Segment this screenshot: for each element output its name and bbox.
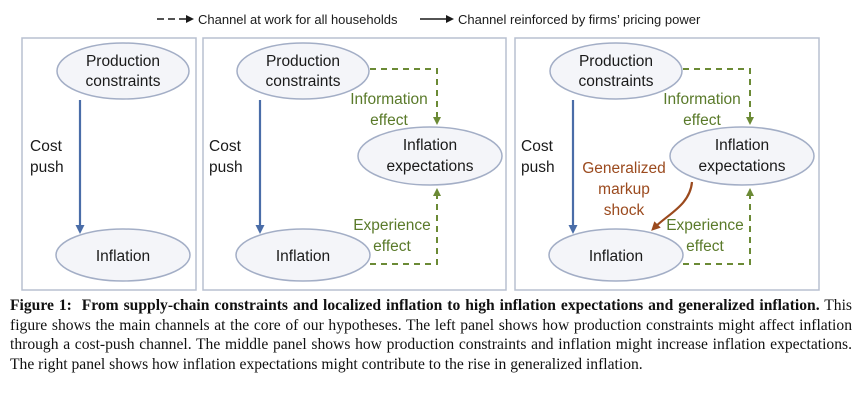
experience-effect-line1: Experience xyxy=(666,217,744,234)
expectations-label-line1: Inflation xyxy=(715,137,769,154)
expectations-label-line2: expectations xyxy=(386,158,473,175)
experience-effect-line1: Experience xyxy=(353,217,431,234)
cost-push-label-line2: push xyxy=(521,159,555,176)
legend-solid-label: Channel reinforced by firms’ pricing pow… xyxy=(458,12,701,27)
production-label-line2: constraints xyxy=(86,73,161,90)
production-label-line1: Production xyxy=(86,53,160,70)
experience-effect-arrow xyxy=(370,188,441,265)
markup-shock-arrow xyxy=(651,181,694,231)
legend: Channel at work for all households Chann… xyxy=(157,12,701,27)
information-effect-line1: Information xyxy=(350,91,428,108)
cost-push-label-line2: push xyxy=(30,159,64,176)
expectations-label-line2: expectations xyxy=(698,158,785,175)
expectations-label-line1: Inflation xyxy=(403,137,457,154)
production-label-line2: constraints xyxy=(579,73,654,90)
caption-title: From supply-chain constraints and locali… xyxy=(81,297,820,314)
information-effect-arrow xyxy=(370,68,441,125)
information-effect-line1: Information xyxy=(663,91,741,108)
cost-push-label-line1: Cost xyxy=(30,138,63,155)
markup-shock-line1: Generalized xyxy=(582,160,666,177)
experience-effect-arrow xyxy=(683,188,754,265)
production-label-line1: Production xyxy=(579,53,653,70)
experience-effect-line2: effect xyxy=(373,238,411,255)
panel-right: Production constraints Cost push Inflati… xyxy=(514,37,820,291)
inflation-node xyxy=(235,228,371,282)
information-effect-line2: effect xyxy=(683,112,721,129)
inflation-node xyxy=(548,228,684,282)
cost-push-label-line2: push xyxy=(209,159,243,176)
information-effect-line2: effect xyxy=(370,112,408,129)
inflation-expectations-node xyxy=(669,126,815,186)
inflation-expectations-node xyxy=(357,126,503,186)
cost-push-label-line1: Cost xyxy=(209,138,242,155)
legend-dashed-label: Channel at work for all households xyxy=(198,12,398,27)
figure-diagram: Channel at work for all households Chann… xyxy=(21,12,820,291)
inflation-label: Inflation xyxy=(96,248,150,265)
cost-push-label-line1: Cost xyxy=(521,138,554,155)
panel-left: Production constraints Cost push Inflati… xyxy=(21,37,197,291)
information-effect-arrow xyxy=(683,68,754,125)
production-constraints-node xyxy=(56,42,190,100)
inflation-label: Inflation xyxy=(589,248,643,265)
production-constraints-node xyxy=(549,42,683,100)
markup-shock-line2: markup xyxy=(598,181,650,198)
production-constraints-node xyxy=(236,42,370,100)
caption-body: This figure shows the main channels at t… xyxy=(10,297,852,373)
markup-shock-line3: shock xyxy=(604,202,645,219)
experience-effect-line2: effect xyxy=(686,238,724,255)
production-label-line2: constraints xyxy=(266,73,341,90)
inflation-node xyxy=(55,228,191,282)
caption-label: Figure 1: xyxy=(10,297,72,314)
figure-caption: Figure 1: From supply-chain constraints … xyxy=(10,296,852,374)
inflation-label: Inflation xyxy=(276,248,330,265)
production-label-line1: Production xyxy=(266,53,340,70)
panel-middle: Production constraints Cost push Inflati… xyxy=(202,37,507,291)
